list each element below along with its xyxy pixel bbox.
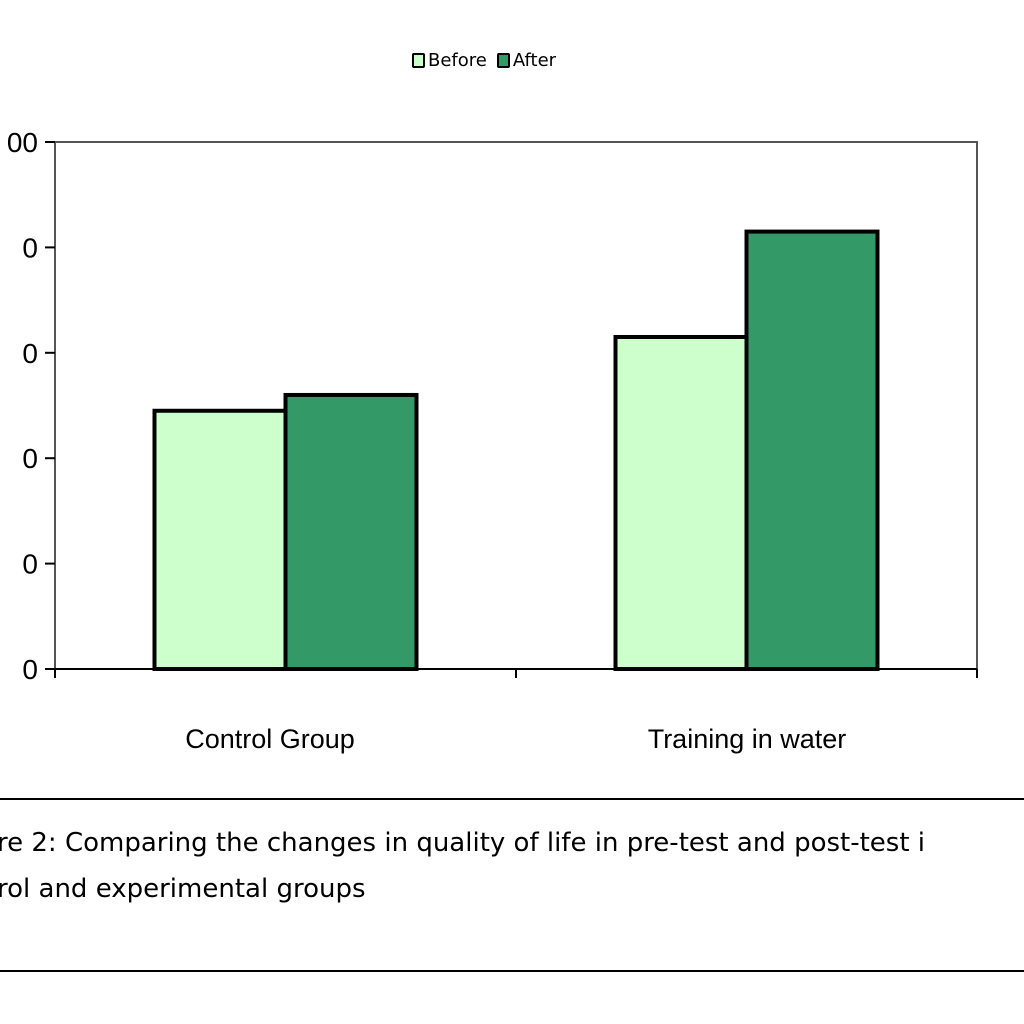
bar-before-0	[152, 408, 288, 671]
caption-line-2: rol and experimental groups	[0, 874, 366, 904]
legend-item-after: After	[496, 50, 557, 71]
legend: Before After	[412, 50, 566, 71]
caption-line-1: re 2: Comparing the changes in quality o…	[0, 828, 926, 858]
category-label-control: Control Group	[185, 724, 355, 754]
figure-caption: re 2: Comparing the changes in quality o…	[0, 820, 1024, 912]
y-tick-label: 00	[7, 127, 38, 158]
y-tick-label: 0	[22, 549, 38, 580]
legend-swatch-after	[496, 53, 510, 68]
bar-before-1	[613, 334, 749, 671]
bar-after-1	[744, 229, 880, 671]
y-tick-label: 0	[22, 338, 38, 369]
y-tick-label: 0	[22, 443, 38, 474]
legend-label-before: Before	[428, 50, 487, 71]
legend-swatch-before	[412, 53, 425, 68]
bars	[152, 229, 880, 671]
category-label-training: Training in water	[647, 724, 847, 754]
bar-after-0	[283, 392, 419, 671]
legend-item-before: Before	[412, 50, 487, 71]
legend-label-after: After	[512, 50, 557, 71]
caption-box	[0, 798, 1024, 972]
y-tick-label: 0	[22, 654, 38, 685]
y-tick-label: 0	[22, 232, 38, 263]
